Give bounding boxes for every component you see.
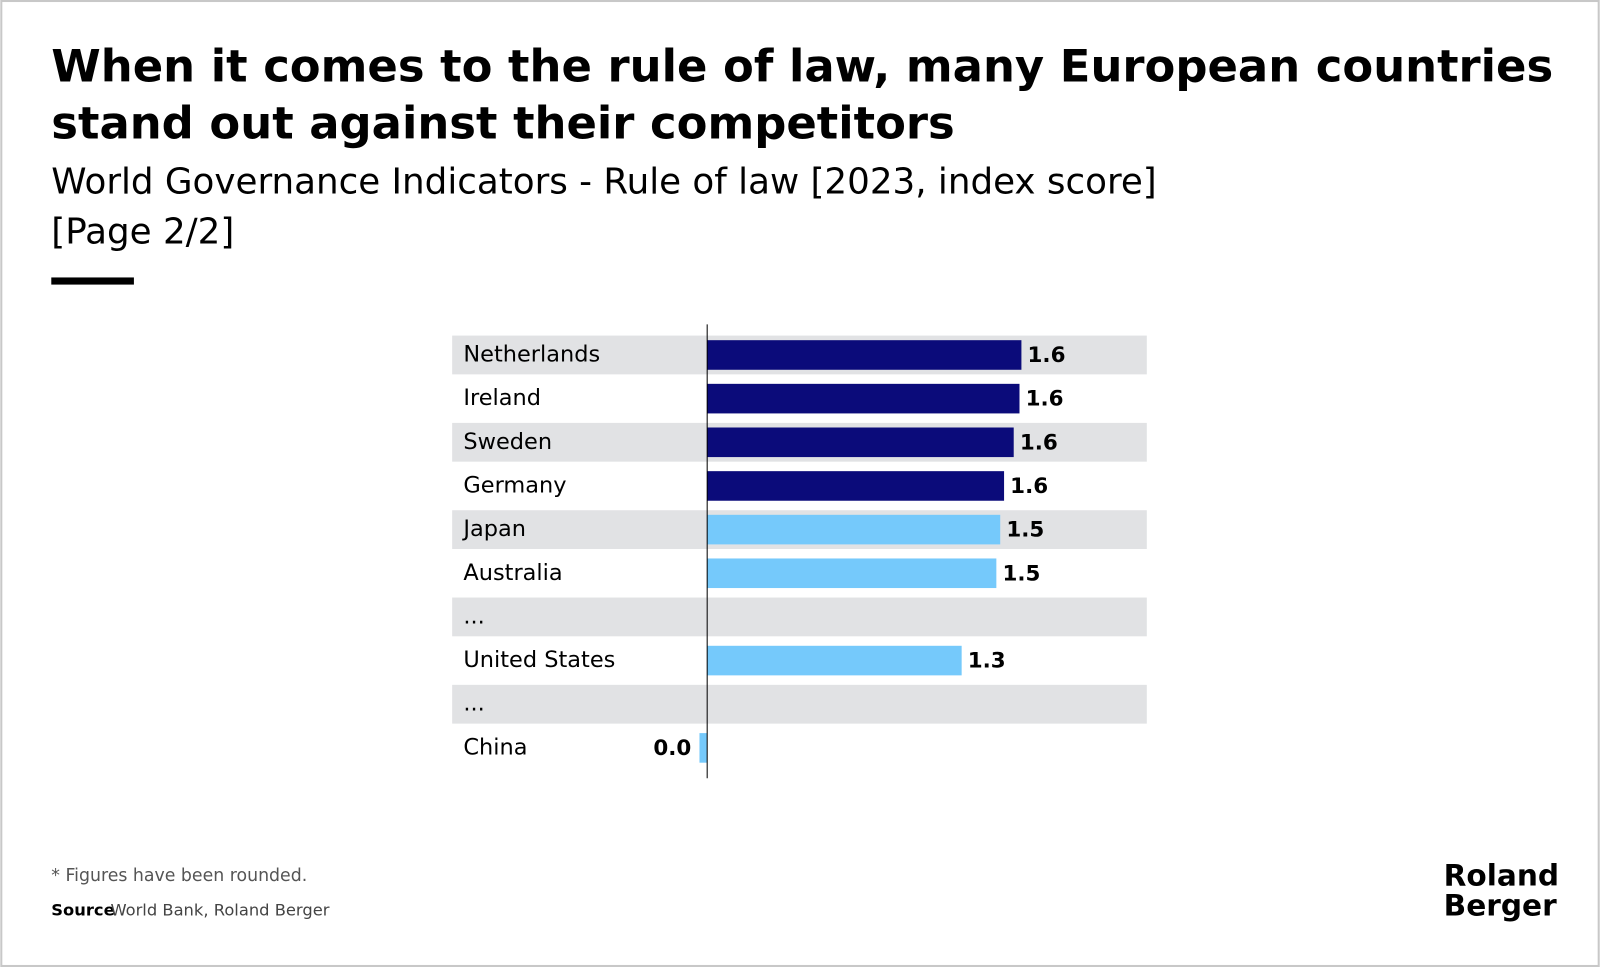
category-label: Australia [463, 560, 562, 586]
value-label: 1.5 [1002, 561, 1040, 586]
category-label: Ireland [463, 385, 541, 411]
source: World Bank, Roland Berger [110, 900, 329, 919]
accent-bar [51, 277, 134, 285]
category-label: ... [463, 691, 484, 717]
bar [707, 427, 1014, 458]
bar [707, 645, 962, 676]
category-label: Germany [463, 472, 566, 498]
logo: Berger [1444, 888, 1557, 922]
row-band [452, 684, 1147, 724]
category-label: China [463, 734, 527, 760]
chart-title: When it comes to the rule of law, many E… [51, 39, 1553, 92]
source-label: Source [51, 900, 114, 919]
value-label: 1.3 [968, 649, 1006, 674]
category-label: Netherlands [463, 341, 600, 367]
chart-subtitle: World Governance Indicators - Rule of la… [51, 162, 1156, 203]
category-label: Japan [461, 516, 526, 542]
value-label: 1.6 [1010, 474, 1048, 499]
value-label: 1.6 [1028, 343, 1066, 368]
category-label: ... [463, 603, 484, 629]
value-label: 1.6 [1026, 387, 1064, 412]
bar [707, 383, 1020, 414]
row-band [452, 597, 1147, 637]
footnote: * Figures have been rounded. [51, 866, 307, 886]
category-label: United States [463, 647, 615, 673]
value-label: 0.0 [653, 736, 691, 761]
bar [707, 558, 997, 589]
bar [707, 340, 1022, 370]
bar [699, 733, 708, 763]
chart-subtitle: [Page 2/2] [51, 212, 234, 253]
value-label: 1.6 [1020, 430, 1058, 455]
category-label: Sweden [463, 429, 552, 455]
value-label: 1.5 [1006, 518, 1044, 543]
bar [707, 471, 1005, 501]
logo: Roland [1444, 859, 1559, 893]
chart-title: stand out against their competitors [51, 96, 954, 149]
bar [707, 514, 1001, 545]
